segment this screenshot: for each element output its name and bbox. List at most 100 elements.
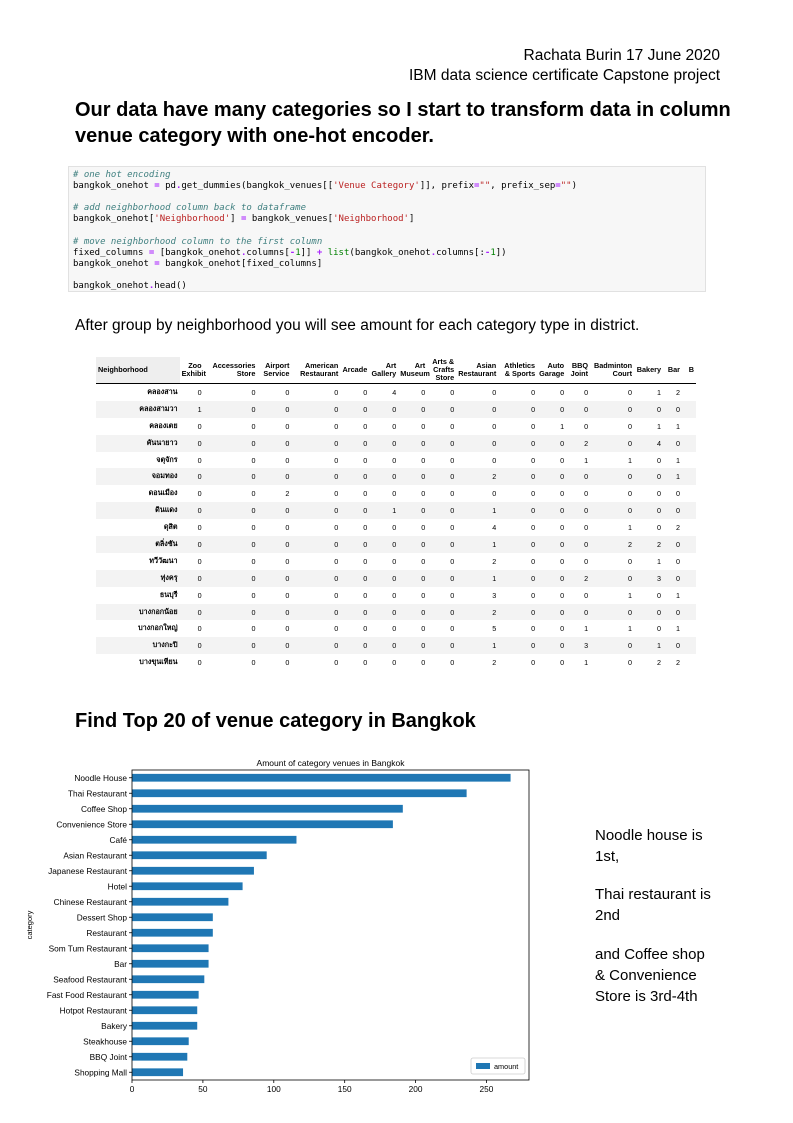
table-row: คันนายาว 0 0 0 0 0 0 0 0 0 0 0 2 0 4 0 xyxy=(96,434,696,452)
table-cell: 0 xyxy=(450,624,455,634)
table-cell: 0 xyxy=(363,455,368,465)
table-row: ดอนเมือง 0 0 2 0 0 0 0 0 0 0 0 0 0 0 0 xyxy=(96,485,696,502)
table-cell: 0 xyxy=(492,455,497,465)
bar xyxy=(132,1021,198,1030)
table-column-header: Asian Restaurant xyxy=(456,357,499,384)
table-cell: 0 xyxy=(197,523,202,533)
table-cell: 0 xyxy=(363,624,368,634)
table-cell: 2 xyxy=(566,434,591,452)
table-cell: 0 xyxy=(450,489,455,499)
table-cell: 1 xyxy=(628,455,633,465)
table-column-header: Arts & Crafts Store xyxy=(427,357,457,384)
heading-top20: Find Top 20 of venue category in Bangkok xyxy=(75,710,476,732)
neighborhood-cell: ทุ่งครุ xyxy=(96,569,180,587)
plot-frame xyxy=(131,769,530,1081)
table-cell: 0 xyxy=(634,468,664,486)
table-cell: 0 xyxy=(427,383,457,401)
y-tick-label: Bar xyxy=(114,959,127,969)
table-cell: 3 xyxy=(492,590,497,600)
bar xyxy=(132,975,205,984)
table-cell: 0 xyxy=(179,502,204,520)
table-cell: 1 xyxy=(456,502,499,520)
table-cell: 0 xyxy=(285,455,290,465)
table-column-header: Athletics & Sports xyxy=(498,357,538,384)
table-cell: 4 xyxy=(369,383,399,401)
table-cell xyxy=(681,637,696,655)
table-cell: 2 xyxy=(456,603,499,621)
table-cell: 0 xyxy=(531,590,536,600)
table-cell: 0 xyxy=(291,383,341,401)
table-cell: 0 xyxy=(251,523,256,533)
table-cell: 0 xyxy=(663,502,682,520)
table-cell: 0 xyxy=(634,502,664,520)
table-cell: 0 xyxy=(203,569,258,587)
table-cell: 0 xyxy=(456,434,499,452)
table-row: บางขุนเทียน 0 0 0 0 0 0 0 0 2 0 0 1 0 2 2 xyxy=(96,654,696,671)
table-cell: 0 xyxy=(427,502,457,520)
table-cell: 0 xyxy=(363,421,368,431)
table-cell: 0 xyxy=(560,556,565,566)
table-cell: 0 xyxy=(340,434,370,452)
table-cell: 0 xyxy=(590,502,635,520)
table-cell: 0 xyxy=(590,383,635,401)
table-cell xyxy=(681,383,696,401)
table-cell: 0 xyxy=(421,523,426,533)
table-cell: 0 xyxy=(340,400,370,418)
paragraph-groupby: After group by neighborhood you will see… xyxy=(75,317,640,334)
table-cell: 0 xyxy=(398,569,428,587)
table-cell: 0 xyxy=(363,658,368,668)
table-cell: 0 xyxy=(291,569,341,587)
y-tick-label: Fast Food Restaurant xyxy=(47,990,128,1000)
table-cell: 0 xyxy=(566,536,591,553)
table-cell: 0 xyxy=(531,421,536,431)
table-cell: 2 xyxy=(590,536,635,553)
table-row: บางกะปิ 0 0 0 0 0 0 0 0 1 0 0 3 0 1 0 xyxy=(96,637,696,655)
neighborhood-cell: จตุจักร xyxy=(156,454,178,464)
table-cell xyxy=(682,519,696,536)
table-cell: 0 xyxy=(590,468,635,486)
table-cell: 0 xyxy=(628,489,633,499)
y-tick-label: Hotel xyxy=(108,881,128,891)
table-cell: 1 xyxy=(628,523,633,533)
table-cell: 0 xyxy=(537,434,567,452)
table-cell: 0 xyxy=(421,421,426,431)
table-cell: 0 xyxy=(251,455,256,465)
table-cell: 0 xyxy=(197,489,202,499)
table-cell xyxy=(682,485,696,502)
table-cell xyxy=(682,587,696,604)
x-tick-label: 250 xyxy=(480,1084,494,1094)
neighborhood-cell: ตลิ่งชัน xyxy=(96,536,180,553)
table-row: ดินแดง 0 0 0 0 0 1 0 0 1 0 0 0 0 0 0 xyxy=(96,502,696,520)
author-line: Rachata Burin 17 June 2020 xyxy=(523,47,720,64)
neighborhood-cell: จอมทอง xyxy=(96,468,180,486)
table-cell: 0 xyxy=(537,400,567,418)
y-tick-label: Bakery xyxy=(101,1021,128,1031)
table-cell: 1 xyxy=(456,637,499,655)
y-tick-label: Coffee Shop xyxy=(81,804,127,814)
table-cell: 0 xyxy=(392,556,397,566)
table-cell: 0 xyxy=(285,658,290,668)
note-first: Noodle house is 1st, xyxy=(595,827,703,865)
table-cell: 2 xyxy=(492,556,497,566)
table-cell: 3 xyxy=(566,637,591,655)
table-cell: 0 xyxy=(197,455,202,465)
table-cell: 0 xyxy=(363,489,368,499)
table-cell: 1 xyxy=(675,624,680,634)
table-cell: 0 xyxy=(398,502,428,520)
table-cell: 0 xyxy=(398,468,428,486)
table-cell: 0 xyxy=(560,590,565,600)
x-tick-label: 100 xyxy=(267,1084,281,1094)
table-cell: 1 xyxy=(657,421,662,431)
table-cell: 0 xyxy=(584,556,589,566)
table-cell: 0 xyxy=(363,590,368,600)
table-cell: 0 xyxy=(537,383,567,401)
table-cell: 0 xyxy=(427,536,457,553)
table-column-header: American Restaurant xyxy=(291,357,341,384)
bar xyxy=(132,1052,188,1061)
table-row: ดุสิต 0 0 0 0 0 0 0 0 4 0 0 0 1 0 2 xyxy=(96,519,696,536)
table-cell: 0 xyxy=(663,603,682,621)
table-column-header: Arcade xyxy=(340,357,370,384)
table-cell: 0 xyxy=(537,603,567,621)
table-cell: 0 xyxy=(584,523,589,533)
table-cell: 1 xyxy=(560,421,565,431)
